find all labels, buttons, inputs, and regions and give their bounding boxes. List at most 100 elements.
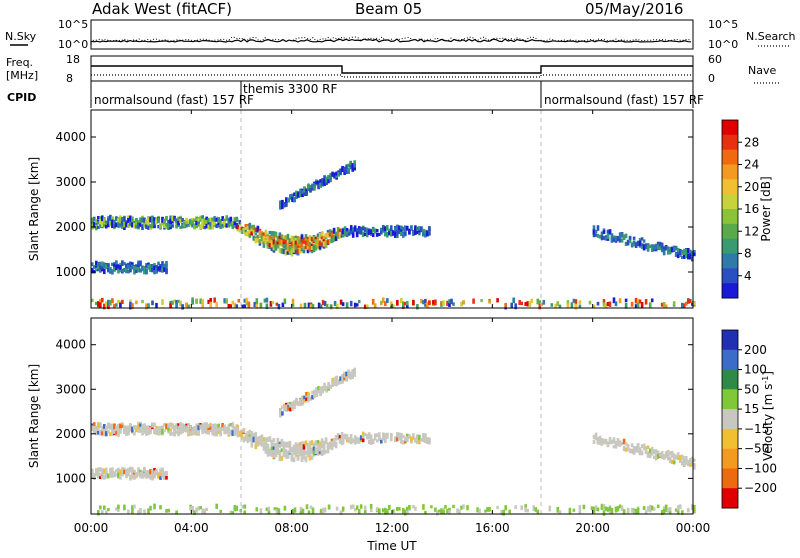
data-cell xyxy=(127,217,130,223)
data-cell xyxy=(648,453,652,459)
data-cell xyxy=(428,439,431,445)
data-cell xyxy=(205,217,208,222)
data-cell xyxy=(660,455,664,459)
data-cell xyxy=(217,427,220,432)
data-cell xyxy=(279,200,282,206)
data-cell xyxy=(402,509,405,513)
data-cell xyxy=(91,220,94,225)
data-cell xyxy=(301,508,305,514)
data-cell xyxy=(524,302,527,306)
data-cell xyxy=(608,436,612,441)
data-cell xyxy=(326,239,330,245)
data-cell xyxy=(113,303,116,309)
data-cell xyxy=(536,509,540,515)
data-cell xyxy=(143,217,146,223)
data-cell xyxy=(264,437,268,442)
data-cell xyxy=(318,241,322,246)
data-cell xyxy=(600,505,604,510)
data-cell xyxy=(612,297,616,304)
x-tick-label: 00:00 xyxy=(74,521,109,535)
data-cell xyxy=(268,235,272,240)
data-cell xyxy=(253,301,257,308)
data-cell xyxy=(298,236,302,242)
data-cell xyxy=(237,298,241,303)
data-cell xyxy=(306,236,310,242)
data-cell xyxy=(147,224,150,230)
data-cell xyxy=(596,437,600,441)
data-cell xyxy=(296,443,300,448)
data-cell xyxy=(363,432,367,437)
data-cell xyxy=(281,411,284,416)
data-cell xyxy=(334,441,338,447)
data-cell xyxy=(324,239,328,245)
data-cell xyxy=(321,178,324,184)
data-cell xyxy=(285,201,288,207)
data-cell xyxy=(231,221,235,225)
data-cell xyxy=(662,454,666,460)
colorbar-swatch xyxy=(722,194,738,210)
data-cell xyxy=(187,219,190,224)
nsearch-tick-bottom: 10^0 xyxy=(708,38,738,51)
data-cell xyxy=(133,431,136,436)
data-cell xyxy=(323,180,326,186)
data-cell xyxy=(207,424,210,428)
data-cell xyxy=(149,474,152,480)
data-cell xyxy=(141,299,144,304)
data-cell xyxy=(380,229,383,235)
data-cell xyxy=(596,301,600,306)
data-cell xyxy=(99,224,102,229)
data-cell xyxy=(674,508,678,512)
data-cell xyxy=(526,508,529,513)
data-cell xyxy=(155,470,158,474)
colorbar-swatch xyxy=(722,120,738,136)
data-cell xyxy=(270,440,274,445)
data-cell xyxy=(161,474,164,478)
data-cell xyxy=(349,504,353,510)
data-cell xyxy=(254,441,258,445)
data-cell xyxy=(97,301,100,307)
data-cell xyxy=(622,509,626,515)
data-cell xyxy=(173,426,176,432)
data-cell xyxy=(297,193,300,198)
data-cell xyxy=(131,264,134,270)
data-cell xyxy=(280,455,284,461)
data-cell xyxy=(275,302,279,306)
data-cell xyxy=(229,423,233,427)
data-cell xyxy=(254,436,258,441)
data-cell xyxy=(640,245,644,249)
data-cell xyxy=(618,238,622,243)
data-cell xyxy=(147,469,150,476)
data-cell xyxy=(254,431,258,438)
data-cell xyxy=(327,383,330,389)
data-cell xyxy=(367,432,371,437)
data-cell xyxy=(163,263,166,269)
data-cell xyxy=(151,216,154,221)
data-cell xyxy=(394,232,397,238)
data-cell xyxy=(602,299,606,304)
data-cell xyxy=(442,509,445,514)
data-cell xyxy=(265,303,269,310)
data-cell xyxy=(153,428,156,432)
data-cell xyxy=(155,264,158,270)
data-cell xyxy=(290,456,294,461)
data-cell xyxy=(181,423,184,428)
data-cell xyxy=(404,509,407,516)
colorbar-swatch xyxy=(722,149,738,165)
colorbar-tick-label: 16 xyxy=(744,202,759,216)
data-cell xyxy=(101,431,104,436)
data-cell xyxy=(341,168,344,172)
data-cell xyxy=(159,224,162,229)
data-cell xyxy=(300,448,304,452)
data-cell xyxy=(324,233,328,238)
colorbar-swatch xyxy=(722,428,738,450)
data-cell xyxy=(131,426,134,433)
cpid-segment-1: normalsound (fast) 157 RF xyxy=(94,93,254,107)
data-cell xyxy=(278,449,282,455)
data-cell xyxy=(272,443,276,447)
data-cell xyxy=(578,505,582,511)
data-cell xyxy=(323,301,327,307)
data-cell xyxy=(310,248,314,254)
data-cell xyxy=(286,247,290,252)
data-cell xyxy=(161,261,164,267)
